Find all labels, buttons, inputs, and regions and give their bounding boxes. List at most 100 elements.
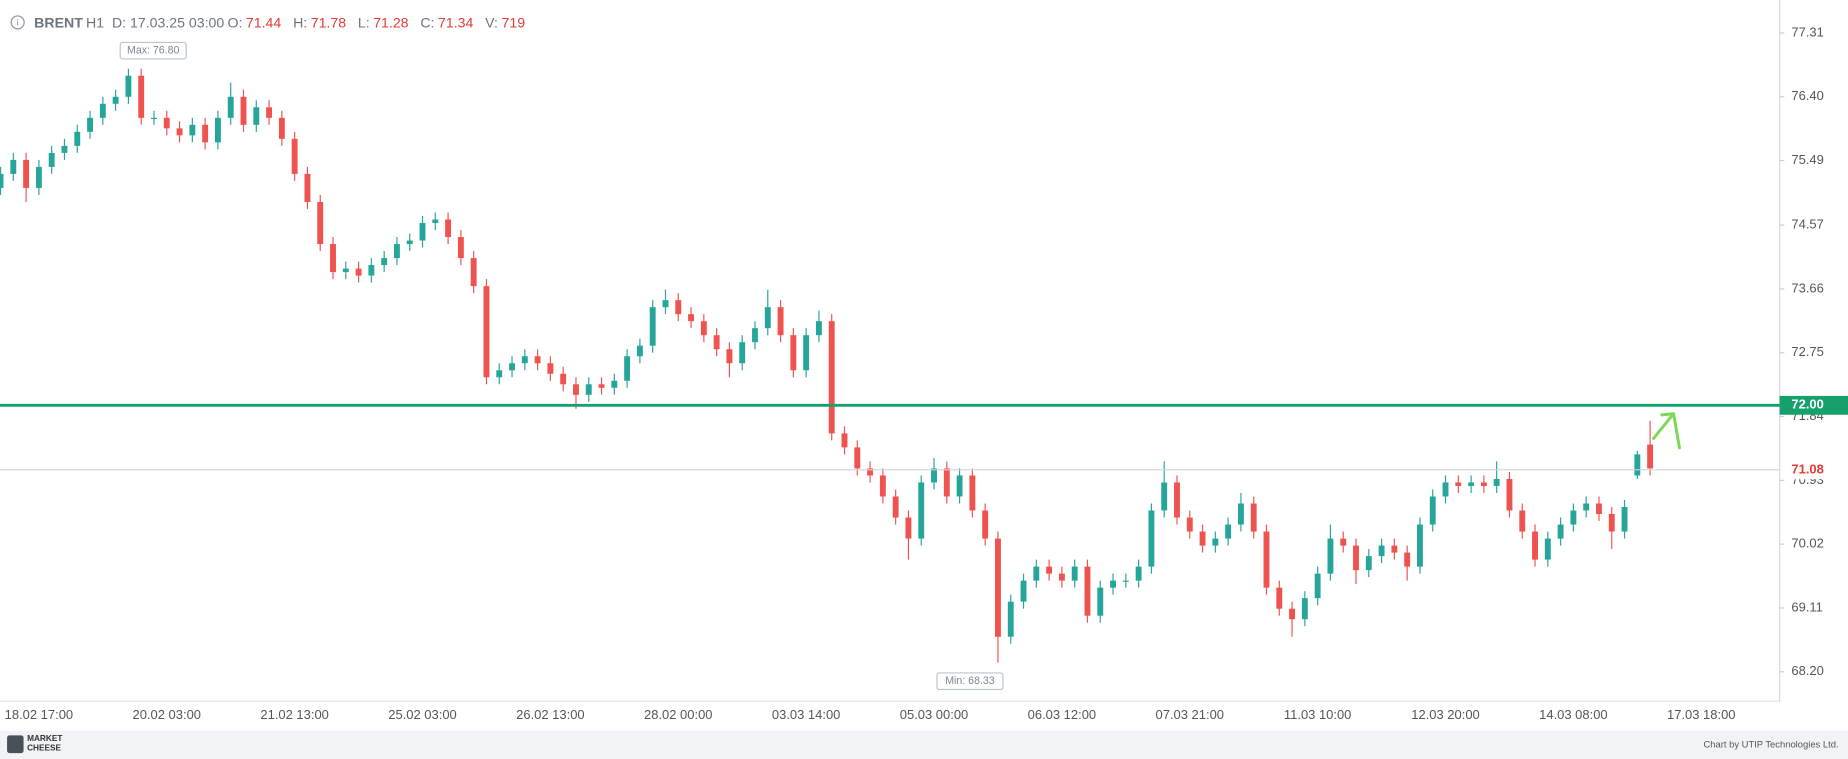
candle-body <box>1480 482 1487 486</box>
candle-body <box>291 138 298 174</box>
candle-body <box>214 117 221 143</box>
candle-body <box>534 356 541 364</box>
candle-body <box>956 475 963 497</box>
candle-body <box>1506 478 1513 511</box>
y-tick-label: 76.40 <box>1791 88 1823 103</box>
candle-body <box>202 124 209 143</box>
x-tick-label: 12.03 20:00 <box>1411 707 1479 722</box>
field-label: H: <box>293 14 307 30</box>
candle-body <box>1161 482 1168 511</box>
candle-body <box>611 380 618 388</box>
candle-body <box>457 237 464 259</box>
footer-bar <box>0 730 1848 759</box>
candle-body <box>61 145 68 153</box>
y-tick-label: 69.11 <box>1791 599 1822 614</box>
candle-body <box>1608 514 1615 532</box>
field-value: 71.28 <box>373 14 408 30</box>
candle-body <box>496 370 503 378</box>
candle-body <box>470 258 477 287</box>
candle-body <box>1583 503 1590 511</box>
candle-body <box>1557 524 1564 539</box>
y-tick-label: 68.20 <box>1791 663 1823 678</box>
x-tick-label: 06.03 12:00 <box>1028 707 1096 722</box>
x-tick-label: 26.02 13:00 <box>516 707 584 722</box>
candle-body <box>1301 598 1308 620</box>
candle-body <box>176 128 183 136</box>
field-value: 71.44 <box>246 14 281 30</box>
candle-body <box>1046 566 1053 574</box>
candle-body <box>355 268 362 276</box>
candle-body <box>1212 538 1219 546</box>
candle-body <box>1084 566 1091 616</box>
x-tick-label: 20.02 03:00 <box>133 707 201 722</box>
candle-body <box>87 117 93 132</box>
up-arrow <box>1652 412 1681 450</box>
candle-body <box>636 345 643 357</box>
candle-body <box>1365 556 1372 571</box>
candle-body <box>1110 580 1116 588</box>
field-label: L: <box>358 14 370 30</box>
candle-body <box>1596 503 1602 515</box>
candle-body <box>624 356 631 381</box>
candle-body <box>1391 545 1398 553</box>
candle-body <box>10 159 17 174</box>
x-tick-label: 25.02 03:00 <box>388 707 456 722</box>
candle-body <box>483 286 490 378</box>
candle-body <box>368 265 375 276</box>
candle-body <box>1135 566 1142 581</box>
candle-body <box>713 335 720 350</box>
x-tick-label: 17.03 18:00 <box>1667 707 1735 722</box>
candle-body <box>1455 482 1462 486</box>
candle-body <box>163 117 170 129</box>
field-value: 719 <box>502 14 526 30</box>
candle-body <box>1442 482 1449 497</box>
candle-body <box>138 75 145 118</box>
info-icon-glyph: i <box>17 16 19 27</box>
candle-body <box>931 468 937 483</box>
candle-body <box>560 373 567 385</box>
candle-body <box>1186 517 1193 532</box>
last-price-label: 71.08 <box>1791 461 1823 476</box>
candle-body <box>189 124 196 136</box>
candle-body <box>1416 524 1423 567</box>
logo-text: CHEESE <box>27 744 61 753</box>
candle-body <box>918 482 925 539</box>
candle-body <box>317 201 324 245</box>
candle-body <box>445 219 452 238</box>
plot-area <box>0 68 1654 663</box>
candle-body <box>74 131 81 146</box>
candle-body <box>278 117 285 139</box>
y-tick-label: 77.31 <box>1791 24 1823 39</box>
candle-body <box>253 107 260 125</box>
candle-body <box>1647 444 1654 469</box>
x-tick-label: 07.03 21:00 <box>1156 707 1224 722</box>
candle-body <box>1071 566 1078 581</box>
candle-body <box>573 384 579 395</box>
credit: Chart by UTIP Technologies Ltd. <box>1703 738 1838 749</box>
candle-body <box>995 538 1001 637</box>
y-tick-label: 75.49 <box>1791 152 1823 167</box>
field-value: 71.34 <box>438 14 473 30</box>
info-icon[interactable] <box>10 15 25 30</box>
candle-body <box>227 96 234 118</box>
candle-body <box>726 349 733 364</box>
candle-body <box>1033 566 1040 581</box>
candle-body <box>1007 601 1014 637</box>
timeframe: H1 <box>86 14 104 30</box>
candle-body <box>151 117 157 119</box>
candle-body <box>739 342 746 364</box>
x-tick-label: 21.02 13:00 <box>260 707 328 722</box>
candle-body <box>803 335 810 371</box>
annotation-box <box>119 41 187 60</box>
candle-body <box>841 433 848 448</box>
candle-body <box>752 328 758 343</box>
candle-body <box>815 321 822 336</box>
level-label: 72.00 <box>1791 397 1823 412</box>
candle-body <box>662 300 669 308</box>
candle-body <box>1570 510 1577 525</box>
logo-text: MARKET <box>27 734 62 743</box>
candle-body <box>35 166 42 188</box>
candle-body <box>1276 587 1283 609</box>
candle-body <box>777 307 784 336</box>
